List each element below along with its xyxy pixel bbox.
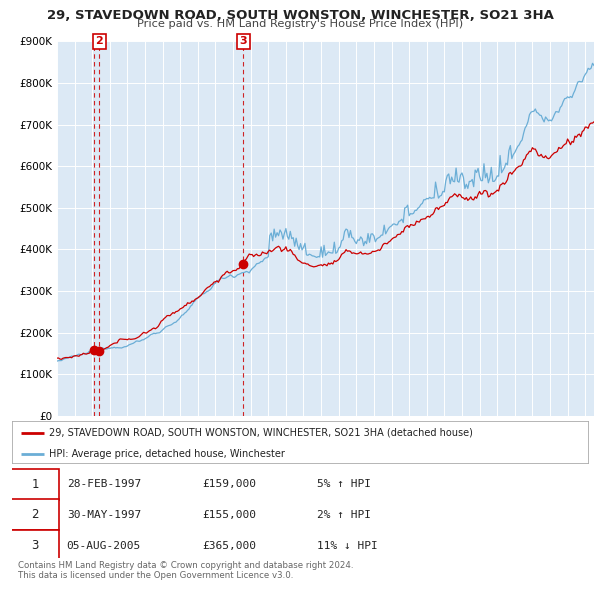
Text: 28-FEB-1997: 28-FEB-1997	[67, 480, 141, 489]
Text: Price paid vs. HM Land Registry's House Price Index (HPI): Price paid vs. HM Land Registry's House …	[137, 19, 463, 30]
Text: £155,000: £155,000	[202, 510, 256, 520]
FancyBboxPatch shape	[10, 499, 59, 530]
Text: 29, STAVEDOWN ROAD, SOUTH WONSTON, WINCHESTER, SO21 3HA: 29, STAVEDOWN ROAD, SOUTH WONSTON, WINCH…	[47, 9, 553, 22]
Text: 05-AUG-2005: 05-AUG-2005	[67, 540, 141, 550]
FancyBboxPatch shape	[10, 530, 59, 561]
Text: 3: 3	[239, 37, 247, 46]
Text: £365,000: £365,000	[202, 540, 256, 550]
Text: 29, STAVEDOWN ROAD, SOUTH WONSTON, WINCHESTER, SO21 3HA (detached house): 29, STAVEDOWN ROAD, SOUTH WONSTON, WINCH…	[49, 428, 473, 438]
Text: 2: 2	[95, 37, 103, 46]
FancyBboxPatch shape	[10, 469, 59, 500]
Text: Contains HM Land Registry data © Crown copyright and database right 2024.
This d: Contains HM Land Registry data © Crown c…	[18, 560, 353, 580]
Text: 30-MAY-1997: 30-MAY-1997	[67, 510, 141, 520]
Text: 2: 2	[31, 508, 39, 521]
Text: 2% ↑ HPI: 2% ↑ HPI	[317, 510, 371, 520]
Text: 5% ↑ HPI: 5% ↑ HPI	[317, 480, 371, 489]
Text: 11% ↓ HPI: 11% ↓ HPI	[317, 540, 378, 550]
Text: HPI: Average price, detached house, Winchester: HPI: Average price, detached house, Winc…	[49, 449, 286, 459]
Text: £159,000: £159,000	[202, 480, 256, 489]
Text: 3: 3	[31, 539, 39, 552]
Text: 1: 1	[31, 478, 39, 491]
